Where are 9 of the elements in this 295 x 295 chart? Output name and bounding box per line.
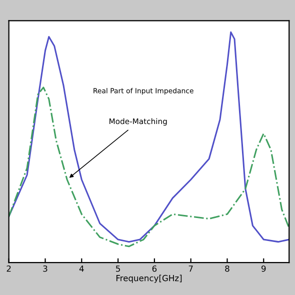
x-tick-label: 9: [261, 265, 266, 272]
x-axis-title: Frequency[GHz]: [116, 274, 182, 283]
x-tick-label: 7: [188, 266, 193, 272]
x-tick-label: 4: [79, 266, 84, 272]
x-tick-label: 8: [225, 265, 230, 272]
x-tick-label: 2: [6, 265, 11, 272]
x-tick-label: 5: [116, 266, 120, 272]
x-tick-label: 3: [43, 265, 48, 272]
x-tick-label: 6: [152, 265, 157, 272]
